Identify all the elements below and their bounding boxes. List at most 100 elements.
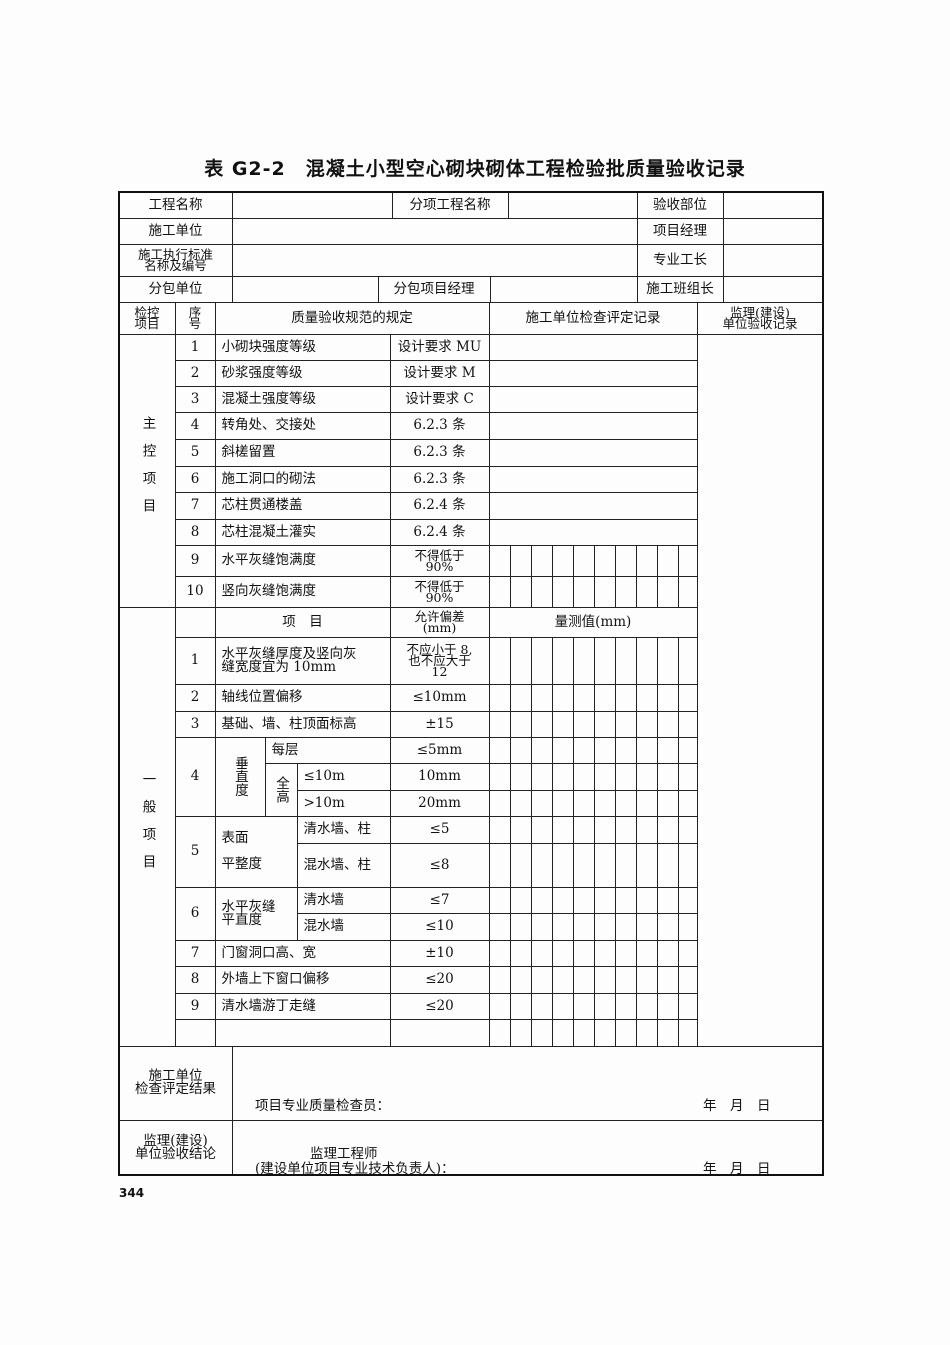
measure-cell[interactable] xyxy=(614,912,637,941)
measure-cell[interactable] xyxy=(530,886,553,914)
measure-cell[interactable] xyxy=(593,939,616,967)
measure-cell[interactable] xyxy=(551,939,574,967)
measure-cell[interactable] xyxy=(509,683,532,712)
measure-cell[interactable] xyxy=(656,544,679,577)
measure-cell[interactable] xyxy=(593,710,616,738)
measure-cell[interactable] xyxy=(677,762,698,791)
field-team-leader[interactable] xyxy=(722,275,824,303)
field-sub-item[interactable] xyxy=(507,191,638,219)
measure-cell[interactable] xyxy=(593,789,616,817)
measure-cell[interactable] xyxy=(572,965,595,994)
measure-cell[interactable] xyxy=(635,886,658,914)
measure-cell[interactable] xyxy=(572,992,595,1020)
field-subcontract-manager[interactable] xyxy=(489,275,638,303)
measure-cell[interactable] xyxy=(530,1018,553,1047)
measure-cell[interactable] xyxy=(509,842,532,888)
measure-cell[interactable] xyxy=(677,710,698,738)
measure-cell[interactable] xyxy=(530,815,553,844)
field-subcontract-unit[interactable] xyxy=(231,275,379,303)
measure-cell[interactable] xyxy=(635,736,658,764)
check-record-field[interactable] xyxy=(488,518,698,546)
measure-cell[interactable] xyxy=(656,575,679,608)
measure-cell[interactable] xyxy=(656,736,679,764)
measure-cell[interactable] xyxy=(509,710,532,738)
measure-cell[interactable] xyxy=(530,736,553,764)
measure-cell[interactable] xyxy=(551,789,574,817)
measure-cell[interactable] xyxy=(530,842,553,888)
measure-cell[interactable] xyxy=(677,1018,698,1047)
measure-cell[interactable] xyxy=(509,912,532,941)
measure-cell[interactable] xyxy=(593,965,616,994)
measure-cell[interactable] xyxy=(488,886,511,914)
measure-cell[interactable] xyxy=(614,710,637,738)
check-record-field[interactable] xyxy=(488,359,698,387)
measure-cell[interactable] xyxy=(656,710,679,738)
measure-cell[interactable] xyxy=(551,1018,574,1047)
measure-cell[interactable] xyxy=(551,842,574,888)
measure-cell[interactable] xyxy=(509,1018,532,1047)
measure-cell[interactable] xyxy=(635,789,658,817)
measure-cell[interactable] xyxy=(677,636,698,685)
measure-cell[interactable] xyxy=(614,842,637,888)
measure-cell[interactable] xyxy=(677,912,698,941)
measure-cell[interactable] xyxy=(509,815,532,844)
measure-cell[interactable] xyxy=(572,842,595,888)
measure-cell[interactable] xyxy=(677,789,698,817)
measure-cell[interactable] xyxy=(656,789,679,817)
measure-cell[interactable] xyxy=(572,736,595,764)
measure-cell[interactable] xyxy=(656,912,679,941)
measure-cell[interactable] xyxy=(488,636,511,685)
measure-cell[interactable] xyxy=(488,939,511,967)
measure-cell[interactable] xyxy=(635,544,658,577)
measure-cell[interactable] xyxy=(677,815,698,844)
measure-cell[interactable] xyxy=(488,965,511,994)
measure-cell[interactable] xyxy=(614,939,637,967)
measure-cell[interactable] xyxy=(551,912,574,941)
measure-cell[interactable] xyxy=(488,710,511,738)
measure-cell[interactable] xyxy=(530,939,553,967)
measure-cell[interactable] xyxy=(551,575,574,608)
measure-cell[interactable] xyxy=(635,762,658,791)
measure-cell[interactable] xyxy=(509,762,532,791)
measure-cell[interactable] xyxy=(530,683,553,712)
measure-cell[interactable] xyxy=(635,939,658,967)
measure-cell[interactable] xyxy=(635,683,658,712)
measure-cell[interactable] xyxy=(656,762,679,791)
measure-cell[interactable] xyxy=(530,912,553,941)
measure-cell[interactable] xyxy=(614,886,637,914)
measure-cell[interactable] xyxy=(656,683,679,712)
field-foreman[interactable] xyxy=(722,243,824,277)
measure-cell[interactable] xyxy=(614,789,637,817)
measure-cell[interactable] xyxy=(614,992,637,1020)
measure-cell[interactable] xyxy=(551,762,574,791)
measure-cell[interactable] xyxy=(572,912,595,941)
measure-cell[interactable] xyxy=(530,636,553,685)
measure-cell[interactable] xyxy=(488,575,511,608)
measure-cell[interactable] xyxy=(593,575,616,608)
measure-cell[interactable] xyxy=(509,939,532,967)
measure-cell[interactable] xyxy=(488,762,511,791)
measure-cell[interactable] xyxy=(677,736,698,764)
measure-cell[interactable] xyxy=(509,992,532,1020)
check-record-field[interactable] xyxy=(488,411,698,440)
measure-cell[interactable] xyxy=(593,736,616,764)
measure-cell[interactable] xyxy=(488,1018,511,1047)
measure-cell[interactable] xyxy=(530,544,553,577)
measure-cell[interactable] xyxy=(572,762,595,791)
measure-cell[interactable] xyxy=(593,544,616,577)
measure-cell[interactable] xyxy=(635,1018,658,1047)
measure-cell[interactable] xyxy=(530,965,553,994)
measure-cell[interactable] xyxy=(572,544,595,577)
measure-cell[interactable] xyxy=(551,886,574,914)
field-construction-unit[interactable] xyxy=(231,217,638,245)
field-acceptance-part[interactable] xyxy=(722,191,824,219)
measure-cell[interactable] xyxy=(551,683,574,712)
measure-cell[interactable] xyxy=(656,992,679,1020)
measure-cell[interactable] xyxy=(593,842,616,888)
check-record-field[interactable] xyxy=(488,491,698,520)
measure-cell[interactable] xyxy=(635,636,658,685)
measure-cell[interactable] xyxy=(572,886,595,914)
check-record-field[interactable] xyxy=(488,465,698,493)
measure-cell[interactable] xyxy=(488,683,511,712)
measure-cell[interactable] xyxy=(551,965,574,994)
